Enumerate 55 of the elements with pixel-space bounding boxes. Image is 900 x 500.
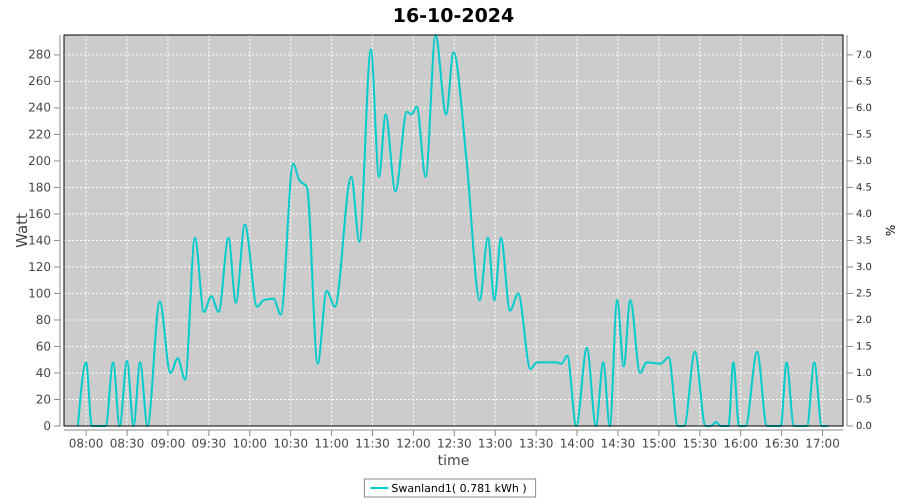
legend-label: Swanland1( 0.781 kWh ) bbox=[391, 482, 527, 495]
y2-tick-label: 6.5 bbox=[856, 76, 872, 88]
x-tick-label: 11:30 bbox=[355, 436, 390, 451]
y-tick-label: 0 bbox=[43, 418, 51, 433]
x-tick-label: 12:30 bbox=[437, 436, 472, 451]
x-tick-label: 13:30 bbox=[518, 436, 554, 451]
y-tick-label: 120 bbox=[28, 260, 51, 274]
x-tick-label: 11:00 bbox=[314, 436, 349, 451]
y-tick-label: 140 bbox=[28, 233, 51, 248]
y2-tick-label: 3.5 bbox=[856, 236, 872, 247]
y-axis-title: Watt bbox=[13, 212, 31, 248]
x-axis-title: time bbox=[438, 453, 470, 469]
x-tick-label: 14:00 bbox=[560, 436, 594, 451]
y-tick-label: 160 bbox=[28, 206, 51, 221]
x-tick-label: 16:00 bbox=[723, 436, 758, 451]
y2-tick-label: 0.5 bbox=[856, 394, 872, 406]
line-series bbox=[76, 34, 830, 427]
y2-tick-label: 4.5 bbox=[856, 182, 872, 194]
y-tick-label: 60 bbox=[36, 339, 51, 354]
x-tick-label: 09:00 bbox=[150, 436, 186, 451]
y2-tick-label: 1.0 bbox=[856, 368, 872, 380]
y2-tick-label: 0.0 bbox=[856, 421, 872, 432]
y2-tick-label: 2.0 bbox=[856, 315, 872, 326]
y-tick-label: 100 bbox=[28, 286, 51, 300]
x-tick-label: 16:30 bbox=[764, 436, 799, 451]
x-tick-label: 15:30 bbox=[682, 436, 718, 451]
x-tick-label: 08:00 bbox=[68, 436, 104, 451]
x-tick-label: 14:30 bbox=[600, 436, 636, 451]
y-tick-label: 80 bbox=[36, 312, 51, 327]
y2-tick-label: 5.5 bbox=[856, 130, 872, 141]
y2-tick-label: 7.0 bbox=[856, 50, 872, 62]
x-tick-label: 17:00 bbox=[805, 436, 840, 451]
y2-axis-title: % bbox=[883, 224, 897, 236]
y2-tick-label: 1.5 bbox=[856, 342, 872, 353]
y-tick-label: 40 bbox=[36, 366, 51, 380]
x-tick-label: 08:30 bbox=[110, 436, 144, 451]
chart-title: 16-10-2024 bbox=[392, 5, 514, 27]
y2-tick-label: 6.0 bbox=[856, 103, 872, 114]
x-tick-label: 15:00 bbox=[642, 436, 676, 451]
y2-tick-label: 3.0 bbox=[856, 262, 872, 274]
y2-tick-label: 2.5 bbox=[856, 288, 872, 300]
y-tick-label: 220 bbox=[28, 127, 51, 142]
y-tick-label: 180 bbox=[28, 180, 51, 194]
x-tick-label: 09:30 bbox=[192, 436, 226, 451]
x-tick-label: 10:30 bbox=[273, 436, 308, 451]
y-tick-label: 280 bbox=[28, 48, 51, 62]
y-tick-label: 260 bbox=[28, 74, 51, 88]
y-tick-label: 200 bbox=[28, 154, 51, 168]
x-tick-label: 13:00 bbox=[478, 436, 513, 451]
y2-tick-label: 4.0 bbox=[856, 209, 872, 220]
y-tick-label: 20 bbox=[36, 392, 51, 406]
x-tick-label: 12:00 bbox=[396, 436, 431, 451]
y-tick-label: 240 bbox=[28, 100, 51, 115]
y2-tick-label: 5.0 bbox=[856, 156, 872, 168]
x-tick-label: 10:00 bbox=[232, 436, 268, 451]
